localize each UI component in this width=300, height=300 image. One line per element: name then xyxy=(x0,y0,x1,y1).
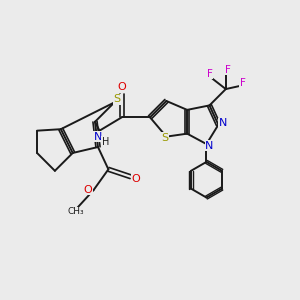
Text: O: O xyxy=(117,82,126,92)
Text: O: O xyxy=(84,184,93,194)
Text: F: F xyxy=(225,65,231,75)
Text: H: H xyxy=(102,137,109,147)
Text: N: N xyxy=(94,132,102,142)
Text: N: N xyxy=(219,118,227,128)
Text: S: S xyxy=(161,133,168,143)
Text: F: F xyxy=(240,77,246,88)
Text: F: F xyxy=(206,69,212,79)
Text: N: N xyxy=(205,140,214,151)
Text: CH₃: CH₃ xyxy=(68,207,84,216)
Text: S: S xyxy=(114,94,121,104)
Text: O: O xyxy=(132,174,140,184)
